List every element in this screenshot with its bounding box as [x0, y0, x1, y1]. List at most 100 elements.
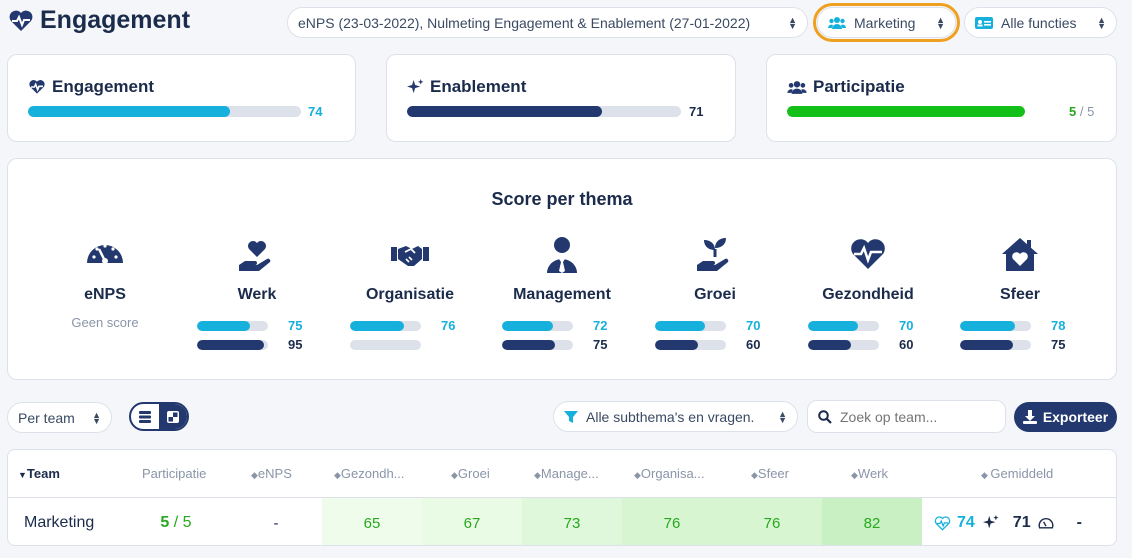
users-icon [828, 16, 846, 29]
theme-bar-value: 70 [746, 318, 761, 333]
enablement-progress-fill [407, 106, 602, 117]
enablement-progress [407, 106, 681, 117]
sparkles-icon [407, 78, 424, 93]
function-select[interactable]: Alle functies ▲ ▼ [964, 7, 1117, 38]
heart-pulse-icon [851, 239, 885, 269]
engagement-value: 74 [308, 104, 323, 119]
download-icon [1022, 410, 1037, 424]
sort-arrows-icon: ▲ ▼ [778, 408, 787, 425]
column-header-participatie[interactable]: Participatie [142, 466, 207, 481]
enablement-card-title: Enablement [407, 77, 526, 97]
engagement-progress [28, 106, 301, 117]
theme-bar-fill [808, 340, 851, 350]
avg-enps: - [1076, 514, 1082, 531]
house-heart-icon [1002, 238, 1038, 271]
theme-bar-value: 75 [1051, 337, 1066, 352]
team-table: ▼Team Participatie ◆eNPS ◆Gezondh... ◆Gr… [7, 449, 1117, 546]
column-header-management[interactable]: ◆Manage... [534, 466, 599, 481]
sort-arrows-icon: ▲ ▼ [92, 409, 101, 426]
heart-pulse-icon [29, 80, 45, 94]
group-by-select[interactable]: Per team ▲ ▼ [7, 402, 112, 433]
heart-pulse-icon [9, 10, 33, 31]
heatmap-view-icon [167, 410, 179, 423]
theme-no-score: Geen score [71, 315, 139, 330]
theme-bar-value: 75 [593, 337, 608, 352]
theme-name: Groei [694, 286, 736, 303]
column-header-gezondheid[interactable]: ◆Gezondh... [334, 466, 405, 481]
avg-enablement: 71 [1012, 514, 1031, 531]
engagement-card: Engagement 74 [7, 54, 356, 142]
theme-bar-track [350, 340, 421, 350]
participatie-done: 5 [1069, 104, 1077, 119]
theme-bar-fill [960, 340, 1014, 350]
theme-bar-value: 60 [746, 337, 761, 352]
column-header-team[interactable]: ▼Team [18, 466, 60, 481]
handshake-icon [391, 246, 429, 266]
heart-pulse-icon [934, 515, 951, 531]
team-select-value: Marketing [854, 14, 916, 31]
column-header-gemiddeld[interactable]: ◆ Gemiddeld [981, 466, 1054, 481]
survey-select[interactable]: eNPS (23-03-2022), Nulmeting Engagement … [287, 7, 808, 38]
theme-name: Sfeer [999, 286, 1041, 303]
sort-arrows-icon: ▲ ▼ [1097, 14, 1106, 31]
seedling-icon [697, 238, 729, 271]
id-card-icon [975, 16, 993, 29]
heatmap-view-button[interactable] [159, 404, 187, 429]
list-view-button[interactable] [131, 404, 159, 429]
theme-bar-value: 75 [288, 318, 303, 333]
participatie-total: 5 [1087, 104, 1095, 119]
theme-bar-track [655, 321, 726, 331]
enablement-label: Enablement [430, 77, 527, 96]
filter-icon [564, 410, 578, 423]
theme-name: Organisatie [365, 286, 455, 303]
team-search-input[interactable] [840, 408, 990, 425]
avg-engagement: 74 [957, 514, 975, 531]
list-view-icon [139, 410, 151, 423]
group-by-value: Per team [18, 409, 75, 426]
theme-bar-track [502, 321, 573, 331]
theme-bar-value: 70 [899, 318, 914, 333]
theme-bar-fill [655, 321, 705, 331]
theme-bar-track [502, 340, 573, 350]
theme-bar-fill [350, 321, 404, 331]
column-header-organisatie[interactable]: ◆Organisa... [634, 466, 705, 481]
theme-name: Werk [237, 286, 277, 303]
team-select[interactable]: Marketing ▲ ▼ [813, 3, 960, 42]
theme-scores-title: Score per thema [491, 189, 633, 209]
team-search[interactable] [807, 400, 1006, 433]
theme-bar-track [808, 340, 879, 350]
theme-bar-track [960, 340, 1031, 350]
subtheme-filter-select[interactable]: Alle subthema's en vragen. ▲ ▼ [553, 401, 798, 432]
theme-bar-track [655, 340, 726, 350]
theme-bar-fill [655, 340, 698, 350]
theme-bar-value: 72 [593, 318, 608, 333]
participatie-card: Participatie 5 / 5 [766, 54, 1117, 142]
theme-bar-fill [960, 321, 1016, 331]
theme-bar-fill [197, 340, 265, 350]
column-header-werk[interactable]: ◆Werk [851, 466, 889, 481]
table-row[interactable]: Marketing 5 / 5 - 65 67 73 76 76 82 74 7… [8, 497, 1116, 545]
theme-bar-track [808, 321, 879, 331]
participatie-sep: / [1076, 104, 1088, 119]
export-label: Exporteer [1042, 409, 1109, 425]
column-header-sfeer[interactable]: ◆Sfeer [751, 466, 789, 481]
theme-name: Management [513, 286, 611, 303]
management-cell: 73 [522, 498, 622, 545]
gauge-icon [1038, 518, 1054, 529]
gauge-icon [87, 244, 123, 264]
theme-bar-value: 76 [441, 318, 456, 333]
page-title: Engagement [8, 6, 190, 35]
column-header-groei[interactable]: ◆Groei [451, 466, 490, 481]
sfeer-cell: 76 [722, 498, 822, 545]
view-toggle[interactable] [129, 402, 189, 431]
theme-bar-track [197, 340, 268, 350]
column-header-enps[interactable]: ◆eNPS [251, 466, 292, 481]
participatie-card-title: Participatie [787, 77, 905, 97]
enablement-card: Enablement 71 [386, 54, 736, 142]
theme-name: Gezondheid [822, 286, 914, 303]
export-button[interactable]: Exporteer [1014, 402, 1117, 432]
participatie-progress [787, 106, 1025, 117]
theme-bar-fill [502, 321, 554, 331]
participatie-cell: 5 / 5 [160, 514, 192, 531]
users-icon [787, 80, 807, 94]
